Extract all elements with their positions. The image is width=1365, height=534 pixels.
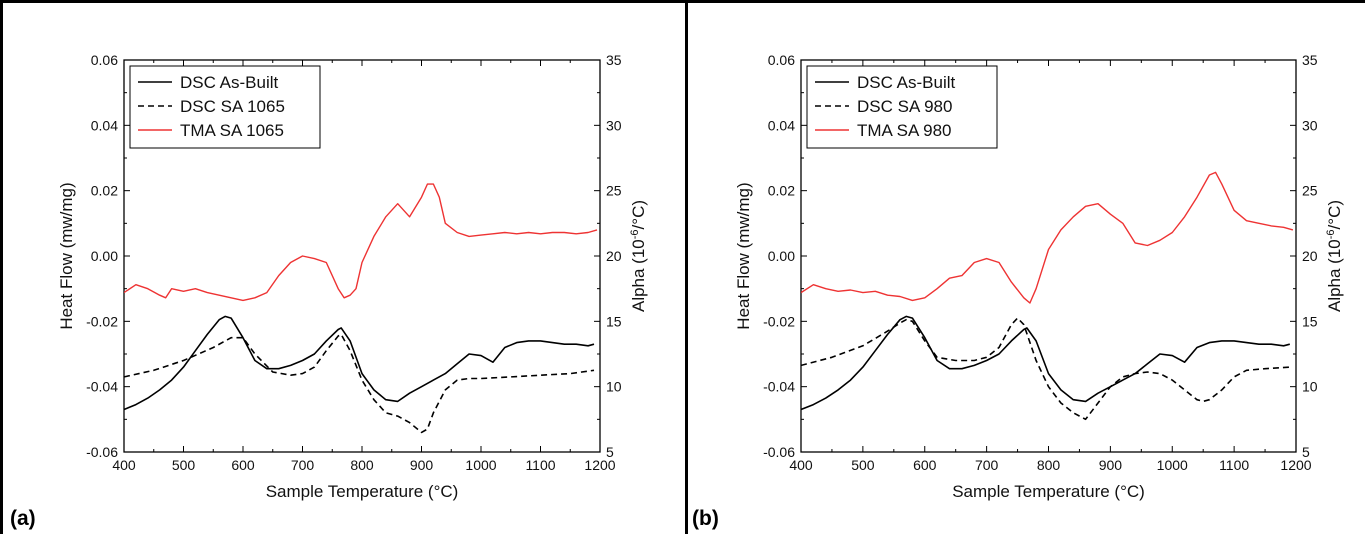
x-tick-label: 500 bbox=[851, 457, 875, 473]
y2-axis-title: Alpha (10-6/°C) bbox=[629, 200, 648, 312]
y2-tick-label: 35 bbox=[606, 52, 622, 68]
panel-b: 400 500 600 700 800 900 1000 1100 1200 -0.06 -0.04… bbox=[692, 52, 1344, 530]
y-tick-label: -0.06 bbox=[86, 444, 118, 460]
x-tick-label: 1100 bbox=[525, 457, 555, 473]
x-tick-label: 500 bbox=[172, 457, 196, 473]
x-tick-label: 700 bbox=[291, 457, 315, 473]
series-line-dsc-as-built bbox=[801, 315, 1290, 411]
x-tick-label: 400 bbox=[789, 457, 813, 473]
y-tick-label: 0.02 bbox=[768, 183, 795, 199]
y2-tick-label: 25 bbox=[606, 183, 622, 199]
x-tick-label: 1000 bbox=[1157, 457, 1188, 473]
y-tick-label: 0.00 bbox=[768, 248, 795, 264]
y2-tick-label: 10 bbox=[1302, 379, 1318, 395]
x-tick-label: 600 bbox=[913, 457, 937, 473]
y-tick-label: 0.04 bbox=[91, 117, 118, 133]
legend-entry: DSC SA 1065 bbox=[180, 97, 285, 116]
y2-tick-label: 5 bbox=[606, 444, 614, 460]
y-tick-label: 0.00 bbox=[91, 248, 118, 264]
legend-entry: DSC As-Built bbox=[857, 73, 956, 92]
x-tick-label: 1100 bbox=[1219, 457, 1249, 473]
panel-label: (b) bbox=[692, 507, 719, 530]
legend-entry: TMA SA 980 bbox=[857, 121, 952, 140]
y2-axis-title: Alpha (10-6/°C) bbox=[1325, 200, 1344, 312]
y2-tick-label: 10 bbox=[606, 379, 622, 395]
y-tick-label: -0.02 bbox=[86, 313, 118, 329]
x-tick-label: 900 bbox=[410, 457, 434, 473]
y2-tick-label: 20 bbox=[1302, 248, 1318, 264]
legend-entry: TMA SA 1065 bbox=[180, 121, 284, 140]
panel-a: 400 500 600 700 800 900 1000 1100 1200 -0.06 -0.04… bbox=[10, 52, 648, 530]
x-tick-label: 800 bbox=[350, 457, 374, 473]
x-axis-title: Sample Temperature (°C) bbox=[952, 482, 1145, 501]
series-line-dsc-as-built bbox=[124, 315, 595, 411]
y-tick-label: -0.04 bbox=[86, 379, 118, 395]
x-tick-label: 700 bbox=[975, 457, 999, 473]
x-axis-title: Sample Temperature (°C) bbox=[266, 482, 459, 501]
y-tick-label: -0.04 bbox=[763, 379, 795, 395]
y2-tick-label: 5 bbox=[1302, 444, 1310, 460]
y2-tick-label: 30 bbox=[606, 117, 622, 133]
x-tick-label: 800 bbox=[1037, 457, 1061, 473]
x-tick-label: 1200 bbox=[1280, 457, 1311, 473]
y2-tick-label: 25 bbox=[1302, 183, 1318, 199]
legend-box bbox=[806, 65, 998, 149]
x-tick-label: 900 bbox=[1099, 457, 1123, 473]
legend-entry: DSC SA 980 bbox=[857, 97, 952, 116]
series-line-tma-sa-980 bbox=[801, 171, 1294, 304]
x-tick-label: 600 bbox=[231, 457, 255, 473]
legend-box bbox=[129, 65, 321, 149]
series-line-tma-sa-1065 bbox=[124, 183, 598, 302]
panel-label: (a) bbox=[10, 507, 36, 530]
y-tick-label: -0.06 bbox=[763, 444, 795, 460]
x-tick-label: 1000 bbox=[465, 457, 496, 473]
y-axis-title: Heat Flow (mw/mg) bbox=[734, 182, 753, 329]
y2-tick-label: 15 bbox=[1302, 313, 1318, 329]
y2-tick-label: 30 bbox=[1302, 117, 1318, 133]
y2-tick-label: 15 bbox=[606, 313, 622, 329]
y2-tick-label: 35 bbox=[1302, 52, 1318, 68]
x-tick-label: 400 bbox=[112, 457, 136, 473]
series-line-dsc-sa-980 bbox=[801, 317, 1290, 421]
y-axis-title: Heat Flow (mw/mg) bbox=[57, 182, 76, 329]
y-tick-label: 0.06 bbox=[91, 52, 118, 68]
x-tick-label: 1200 bbox=[584, 457, 615, 473]
y-tick-label: 0.04 bbox=[768, 117, 795, 133]
y2-tick-label: 20 bbox=[606, 248, 622, 264]
y-tick-label: 0.06 bbox=[768, 52, 795, 68]
legend-entry: DSC As-Built bbox=[180, 73, 279, 92]
y-tick-label: -0.02 bbox=[763, 313, 795, 329]
y-tick-label: 0.02 bbox=[91, 183, 118, 199]
